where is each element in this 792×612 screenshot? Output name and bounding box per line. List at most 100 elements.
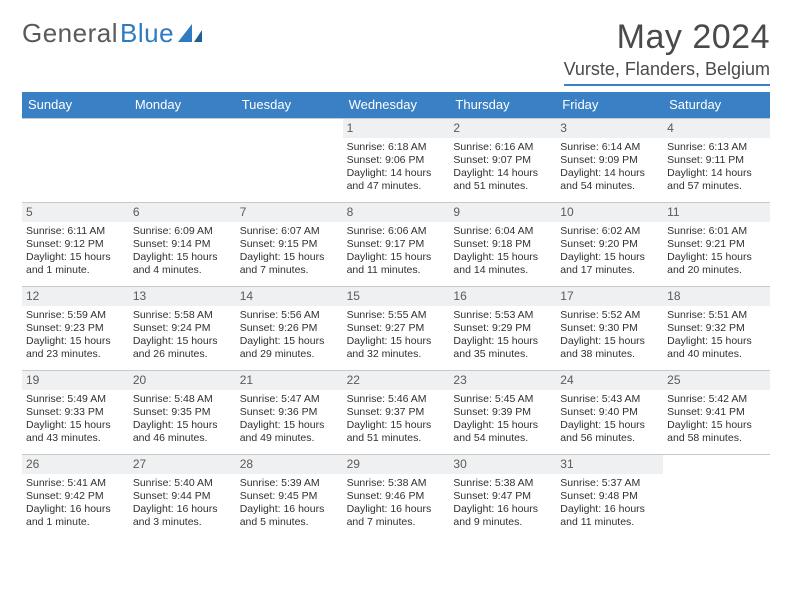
sunset-text: Sunset: 9:15 PM bbox=[240, 238, 339, 251]
day-body: Sunrise: 5:47 AMSunset: 9:36 PMDaylight:… bbox=[236, 390, 343, 450]
day-body: Sunrise: 5:51 AMSunset: 9:32 PMDaylight:… bbox=[663, 306, 770, 366]
sunrise-text: Sunrise: 5:52 AM bbox=[560, 309, 659, 322]
day-cell: 19Sunrise: 5:49 AMSunset: 9:33 PMDayligh… bbox=[22, 370, 129, 454]
daylight-text: Daylight: 15 hours and 43 minutes. bbox=[26, 419, 125, 445]
day-number: 12 bbox=[22, 287, 129, 306]
sunrise-text: Sunrise: 5:41 AM bbox=[26, 477, 125, 490]
day-body: Sunrise: 5:53 AMSunset: 9:29 PMDaylight:… bbox=[449, 306, 556, 366]
day-cell: 4Sunrise: 6:13 AMSunset: 9:11 PMDaylight… bbox=[663, 118, 770, 202]
sunrise-text: Sunrise: 5:42 AM bbox=[667, 393, 766, 406]
sunset-text: Sunset: 9:27 PM bbox=[347, 322, 446, 335]
day-cell: 6Sunrise: 6:09 AMSunset: 9:14 PMDaylight… bbox=[129, 202, 236, 286]
sunset-text: Sunset: 9:07 PM bbox=[453, 154, 552, 167]
day-cell bbox=[663, 454, 770, 538]
daylight-text: Daylight: 15 hours and 7 minutes. bbox=[240, 251, 339, 277]
week-row: 19Sunrise: 5:49 AMSunset: 9:33 PMDayligh… bbox=[22, 370, 770, 454]
day-cell: 16Sunrise: 5:53 AMSunset: 9:29 PMDayligh… bbox=[449, 286, 556, 370]
daylight-text: Daylight: 15 hours and 17 minutes. bbox=[560, 251, 659, 277]
page: GeneralBlue May 2024 Vurste, Flanders, B… bbox=[0, 0, 792, 538]
daylight-text: Daylight: 14 hours and 54 minutes. bbox=[560, 167, 659, 193]
day-body: Sunrise: 5:58 AMSunset: 9:24 PMDaylight:… bbox=[129, 306, 236, 366]
sunrise-text: Sunrise: 5:38 AM bbox=[347, 477, 446, 490]
sunset-text: Sunset: 9:32 PM bbox=[667, 322, 766, 335]
day-number: 3 bbox=[556, 119, 663, 138]
day-cell: 20Sunrise: 5:48 AMSunset: 9:35 PMDayligh… bbox=[129, 370, 236, 454]
day-number: 20 bbox=[129, 371, 236, 390]
day-body: Sunrise: 5:59 AMSunset: 9:23 PMDaylight:… bbox=[22, 306, 129, 366]
day-cell: 29Sunrise: 5:38 AMSunset: 9:46 PMDayligh… bbox=[343, 454, 450, 538]
sunrise-text: Sunrise: 5:58 AM bbox=[133, 309, 232, 322]
sunset-text: Sunset: 9:26 PM bbox=[240, 322, 339, 335]
day-number: 23 bbox=[449, 371, 556, 390]
day-body: Sunrise: 6:02 AMSunset: 9:20 PMDaylight:… bbox=[556, 222, 663, 282]
day-cell: 5Sunrise: 6:11 AMSunset: 9:12 PMDaylight… bbox=[22, 202, 129, 286]
day-cell: 27Sunrise: 5:40 AMSunset: 9:44 PMDayligh… bbox=[129, 454, 236, 538]
sunset-text: Sunset: 9:14 PM bbox=[133, 238, 232, 251]
day-number: 10 bbox=[556, 203, 663, 222]
daylight-text: Daylight: 15 hours and 51 minutes. bbox=[347, 419, 446, 445]
day-number: 8 bbox=[343, 203, 450, 222]
day-number: 30 bbox=[449, 455, 556, 474]
day-cell: 25Sunrise: 5:42 AMSunset: 9:41 PMDayligh… bbox=[663, 370, 770, 454]
day-body: Sunrise: 6:01 AMSunset: 9:21 PMDaylight:… bbox=[663, 222, 770, 282]
day-body: Sunrise: 5:40 AMSunset: 9:44 PMDaylight:… bbox=[129, 474, 236, 534]
day-cell: 10Sunrise: 6:02 AMSunset: 9:20 PMDayligh… bbox=[556, 202, 663, 286]
sunrise-text: Sunrise: 5:46 AM bbox=[347, 393, 446, 406]
day-number: 24 bbox=[556, 371, 663, 390]
day-cell: 1Sunrise: 6:18 AMSunset: 9:06 PMDaylight… bbox=[343, 118, 450, 202]
day-number: 17 bbox=[556, 287, 663, 306]
sunrise-text: Sunrise: 5:59 AM bbox=[26, 309, 125, 322]
day-body: Sunrise: 6:06 AMSunset: 9:17 PMDaylight:… bbox=[343, 222, 450, 282]
sunset-text: Sunset: 9:18 PM bbox=[453, 238, 552, 251]
day-cell: 3Sunrise: 6:14 AMSunset: 9:09 PMDaylight… bbox=[556, 118, 663, 202]
day-body: Sunrise: 5:45 AMSunset: 9:39 PMDaylight:… bbox=[449, 390, 556, 450]
sunrise-text: Sunrise: 6:07 AM bbox=[240, 225, 339, 238]
logo-word2: Blue bbox=[120, 18, 174, 49]
sunset-text: Sunset: 9:48 PM bbox=[560, 490, 659, 503]
daylight-text: Daylight: 15 hours and 58 minutes. bbox=[667, 419, 766, 445]
sunrise-text: Sunrise: 6:01 AM bbox=[667, 225, 766, 238]
day-cell: 22Sunrise: 5:46 AMSunset: 9:37 PMDayligh… bbox=[343, 370, 450, 454]
day-number: 11 bbox=[663, 203, 770, 222]
day-number: 25 bbox=[663, 371, 770, 390]
day-cell: 7 Sunrise: 6:07 AMSunset: 9:15 PMDaylight… bbox=[236, 202, 343, 286]
daylight-text: Daylight: 16 hours and 5 minutes. bbox=[240, 503, 339, 529]
daylight-text: Daylight: 16 hours and 11 minutes. bbox=[560, 503, 659, 529]
daylight-text: Daylight: 15 hours and 54 minutes. bbox=[453, 419, 552, 445]
week-row: 26Sunrise: 5:41 AMSunset: 9:42 PMDayligh… bbox=[22, 454, 770, 538]
day-number: 15 bbox=[343, 287, 450, 306]
daylight-text: Daylight: 16 hours and 3 minutes. bbox=[133, 503, 232, 529]
sunset-text: Sunset: 9:33 PM bbox=[26, 406, 125, 419]
sunset-text: Sunset: 9:29 PM bbox=[453, 322, 552, 335]
day-number: 22 bbox=[343, 371, 450, 390]
sunset-text: Sunset: 9:35 PM bbox=[133, 406, 232, 419]
sunrise-text: Sunrise: 6:02 AM bbox=[560, 225, 659, 238]
sunrise-text: Sunrise: 5:43 AM bbox=[560, 393, 659, 406]
sunrise-text: Sunrise: 6:04 AM bbox=[453, 225, 552, 238]
day-body: Sunrise: 6:11 AMSunset: 9:12 PMDaylight:… bbox=[22, 222, 129, 282]
daylight-text: Daylight: 16 hours and 1 minute. bbox=[26, 503, 125, 529]
daylight-text: Daylight: 15 hours and 49 minutes. bbox=[240, 419, 339, 445]
logo-word1: General bbox=[22, 18, 118, 49]
week-row: 5Sunrise: 6:11 AMSunset: 9:12 PMDaylight… bbox=[22, 202, 770, 286]
day-number: 7 bbox=[236, 203, 343, 222]
daylight-text: Daylight: 15 hours and 40 minutes. bbox=[667, 335, 766, 361]
sunset-text: Sunset: 9:45 PM bbox=[240, 490, 339, 503]
sunrise-text: Sunrise: 6:13 AM bbox=[667, 141, 766, 154]
day-number: 2 bbox=[449, 119, 556, 138]
day-cell: 8Sunrise: 6:06 AMSunset: 9:17 PMDaylight… bbox=[343, 202, 450, 286]
day-number: 5 bbox=[22, 203, 129, 222]
daylight-text: Daylight: 15 hours and 46 minutes. bbox=[133, 419, 232, 445]
day-cell: 23Sunrise: 5:45 AMSunset: 9:39 PMDayligh… bbox=[449, 370, 556, 454]
dow-fri: Friday bbox=[556, 92, 663, 118]
day-cell: 31Sunrise: 5:37 AMSunset: 9:48 PMDayligh… bbox=[556, 454, 663, 538]
day-body: Sunrise: 5:43 AMSunset: 9:40 PMDaylight:… bbox=[556, 390, 663, 450]
sunset-text: Sunset: 9:06 PM bbox=[347, 154, 446, 167]
daylight-text: Daylight: 15 hours and 32 minutes. bbox=[347, 335, 446, 361]
day-number: 4 bbox=[663, 119, 770, 138]
day-cell: 30Sunrise: 5:38 AMSunset: 9:47 PMDayligh… bbox=[449, 454, 556, 538]
sunrise-text: Sunrise: 5:55 AM bbox=[347, 309, 446, 322]
sunset-text: Sunset: 9:36 PM bbox=[240, 406, 339, 419]
sunrise-text: Sunrise: 6:14 AM bbox=[560, 141, 659, 154]
day-number: 1 bbox=[343, 119, 450, 138]
